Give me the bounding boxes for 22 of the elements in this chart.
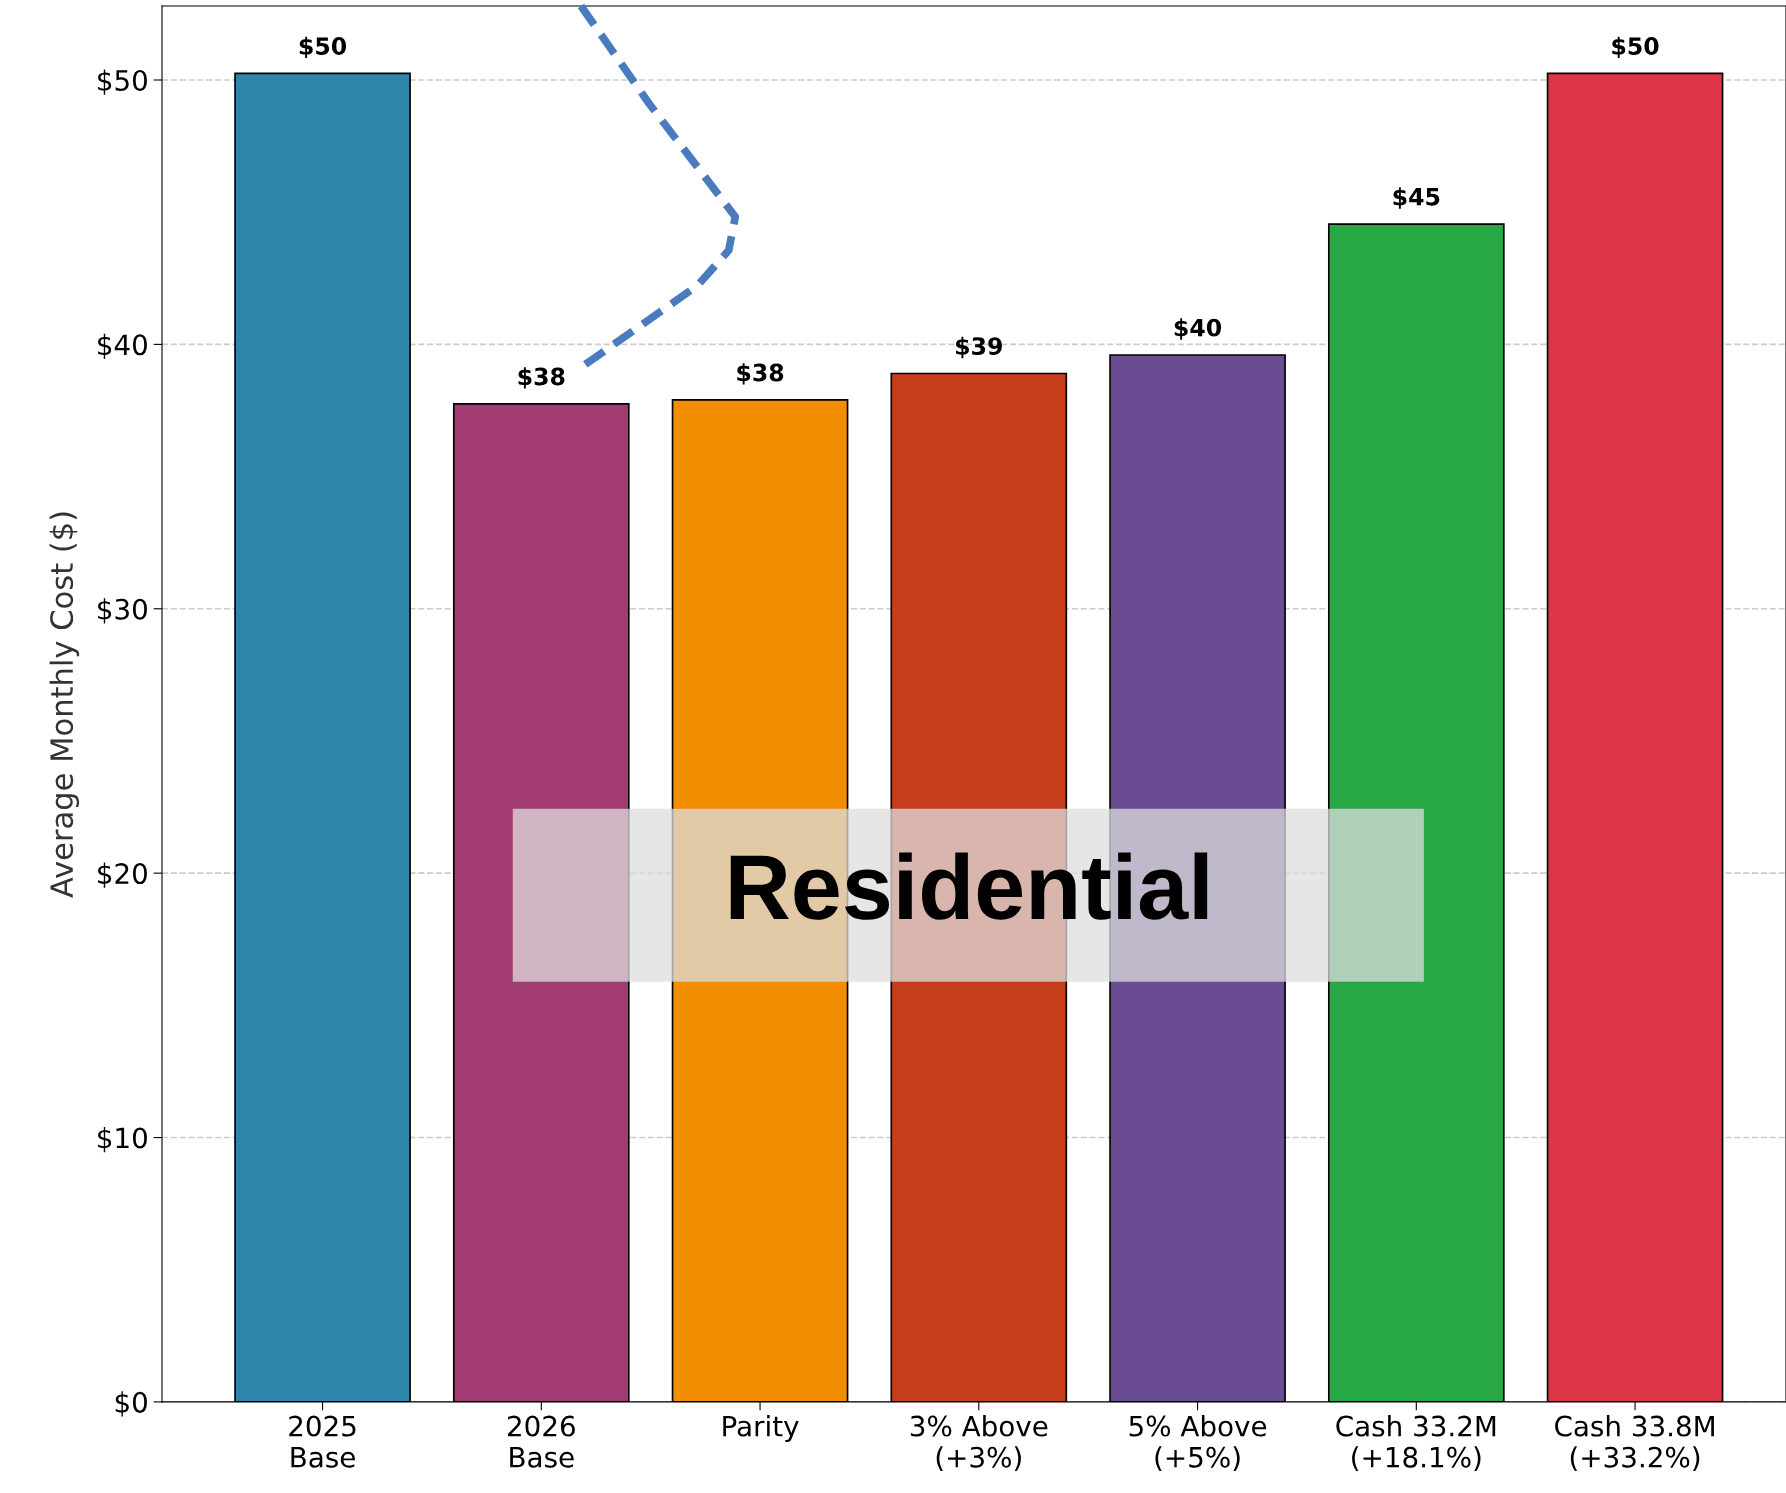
annotation: Residential xyxy=(730,852,1208,920)
x-tick-label: Cash 33.8M (+33.2%) xyxy=(1555,1415,1714,1471)
y-tick-label: $10 xyxy=(98,1126,147,1153)
y-tick-label: $40 xyxy=(98,333,147,360)
x-tick-label: 5% Above (+5%) xyxy=(1129,1415,1267,1471)
x-tick-label: 2025 Base xyxy=(289,1415,356,1468)
data-label: $38 xyxy=(518,367,565,389)
data-label: $38 xyxy=(737,363,784,385)
x-tick-label: 2026 Base xyxy=(507,1415,575,1468)
x-tick-label: Parity xyxy=(723,1415,799,1443)
data-label: $45 xyxy=(1393,187,1440,209)
y-tick-label: $0 xyxy=(115,1391,147,1417)
data-label: $50 xyxy=(1612,36,1659,59)
data-label: $39 xyxy=(956,336,1002,359)
x-tick-label: Cash 33.2M (+18.1%) xyxy=(1336,1415,1496,1471)
x-tick-label: 3% Above (+3%) xyxy=(910,1415,1048,1471)
y-tick-label: $20 xyxy=(98,862,147,888)
y-axis-title: Average Monthly Cost ($) xyxy=(49,512,80,898)
y-tick-label: $50 xyxy=(98,69,147,95)
data-label: $50 xyxy=(299,36,347,59)
data-label: $40 xyxy=(1174,318,1222,340)
y-tick-label: $30 xyxy=(98,598,147,624)
